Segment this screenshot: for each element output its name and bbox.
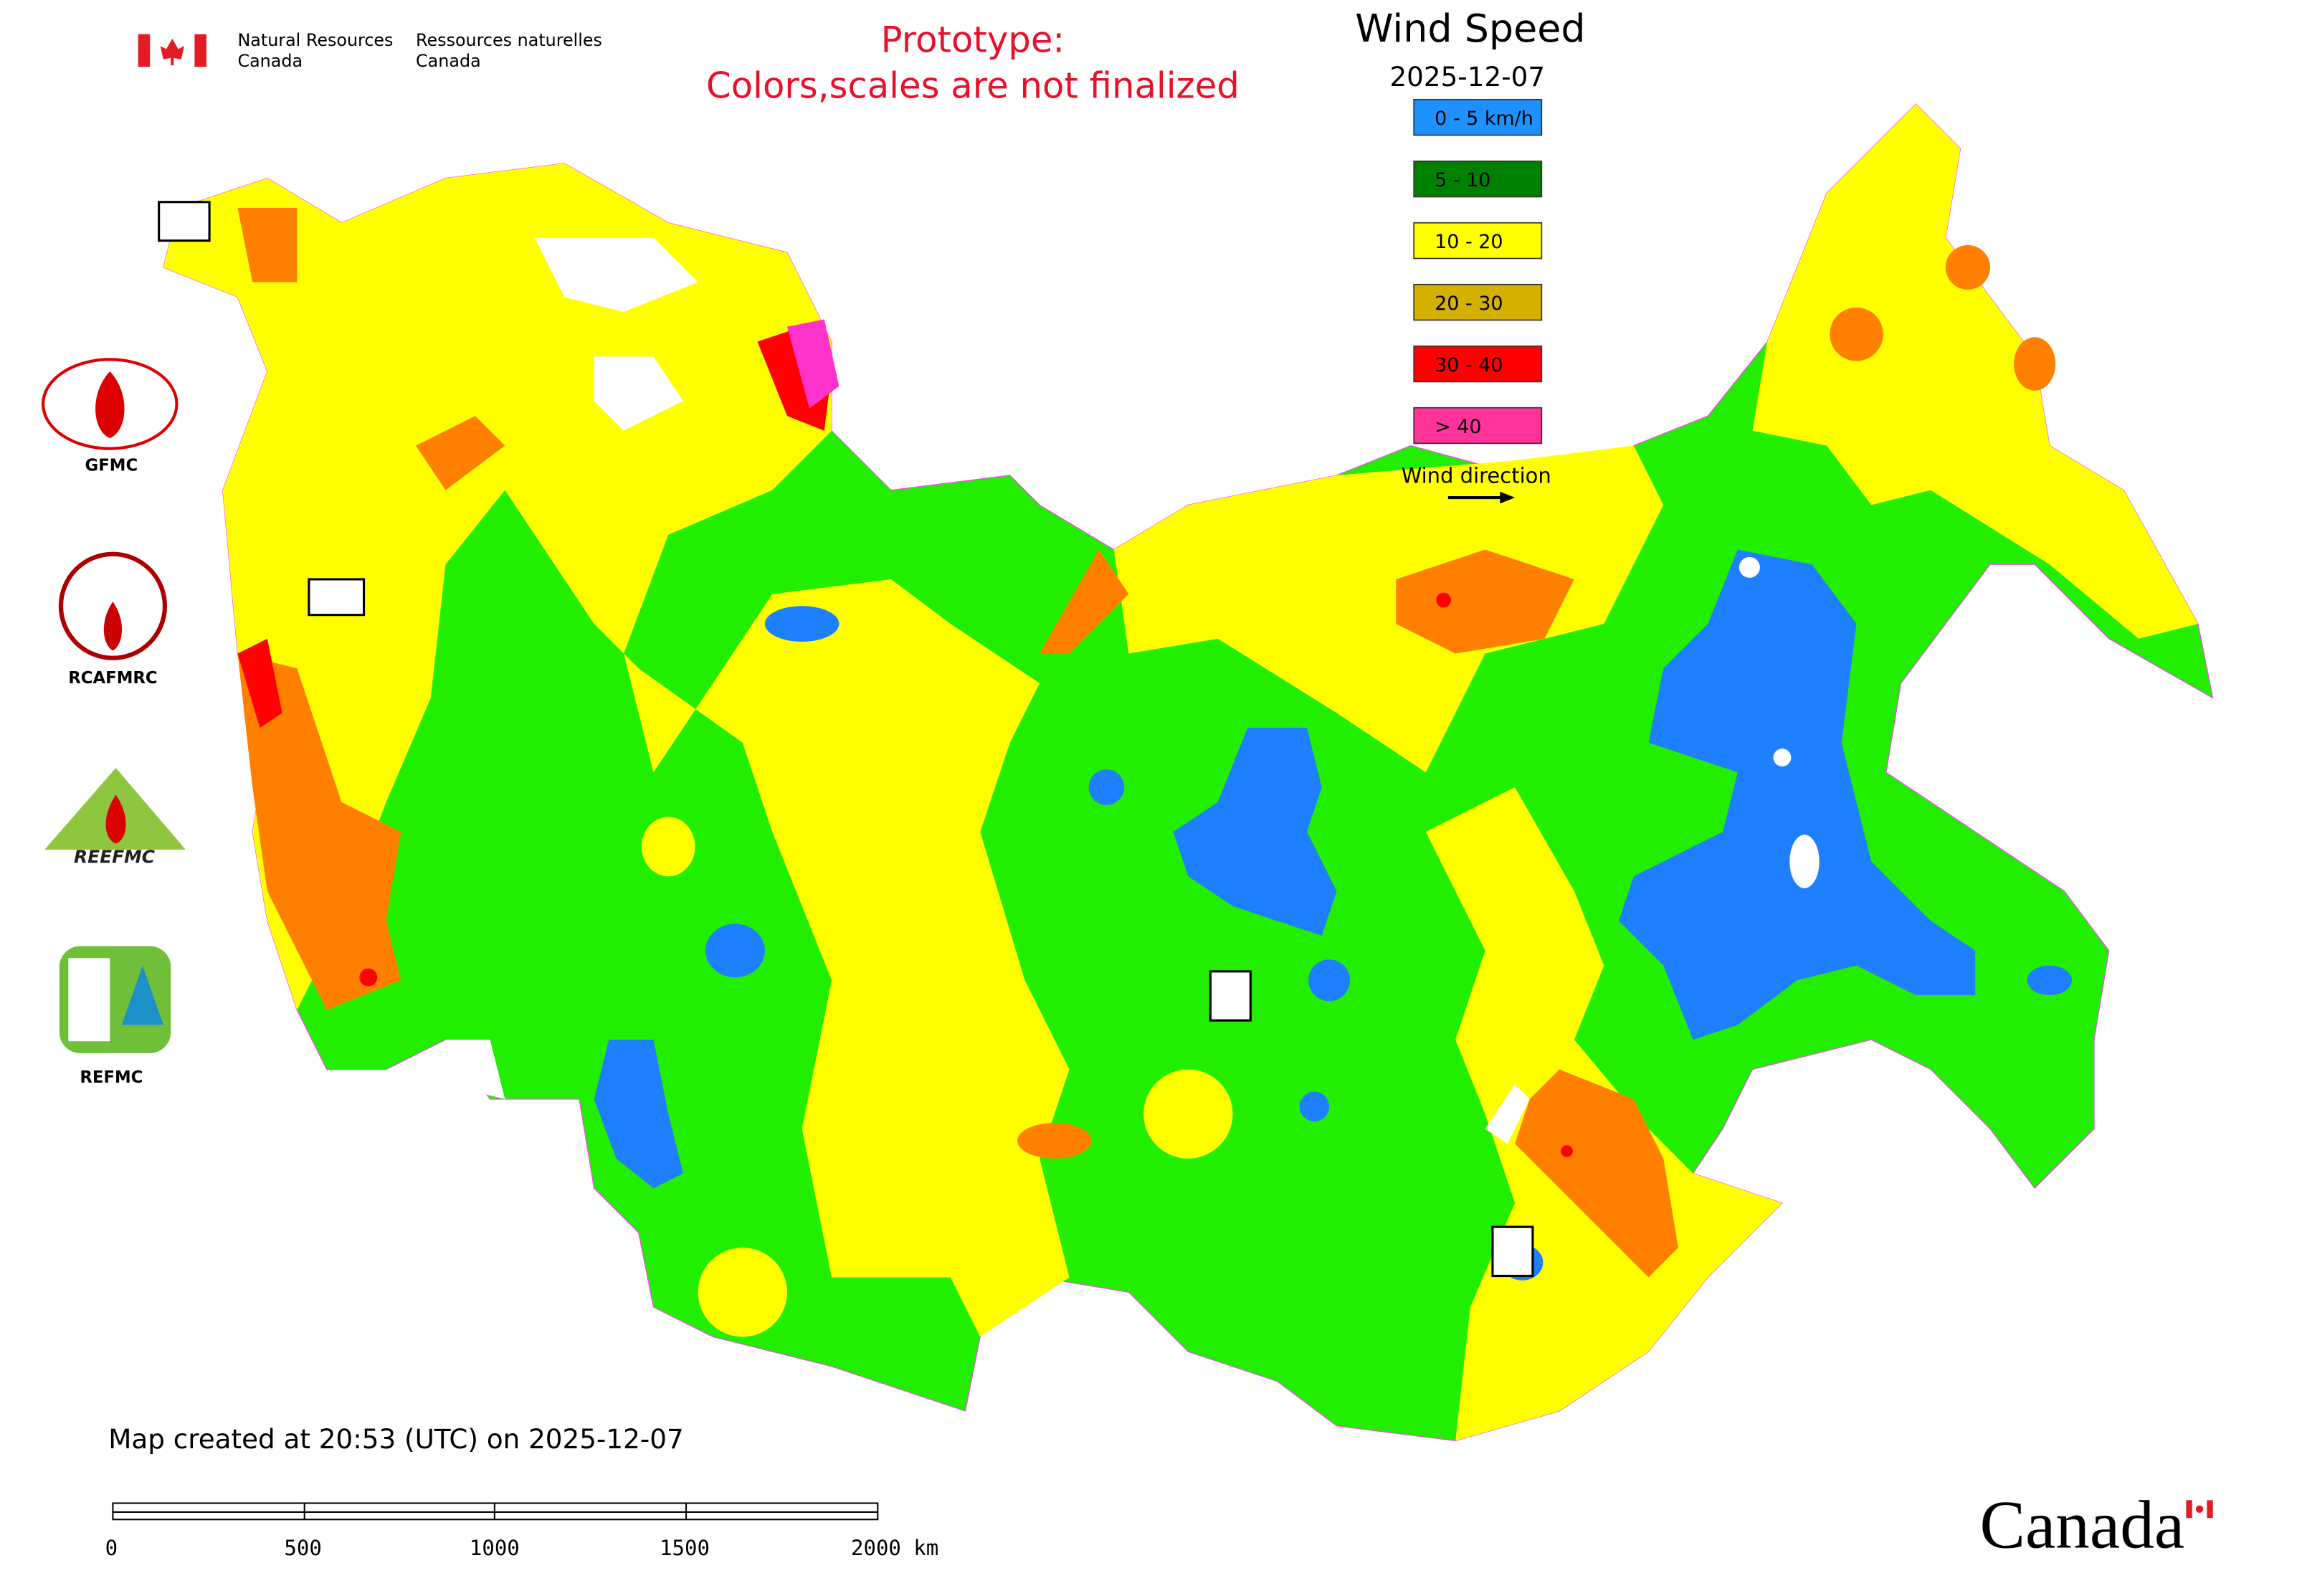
zone: [1143, 1069, 1233, 1159]
map-marker: [1491, 1225, 1534, 1278]
reefmc-logo: [105, 794, 126, 844]
zone: [1396, 549, 1574, 654]
zone: [1308, 959, 1351, 1002]
zone: [1436, 592, 1451, 608]
zone: [237, 653, 401, 1010]
lake: [534, 237, 698, 313]
zone-0-5: [594, 549, 2072, 1281]
zone: [1561, 1145, 1573, 1157]
map-marker: [1209, 970, 1252, 1022]
zone-20-30: [237, 208, 2056, 1278]
legend: Wind Speed 2025-12-07 Wind direction 0 -…: [1355, 6, 1586, 504]
legend-label: 0 - 5 km/h: [1435, 108, 1533, 130]
scale-label: 2000 km: [851, 1536, 938, 1560]
zone: [1017, 1123, 1092, 1159]
zone: [705, 923, 765, 978]
legend-swatch: [1413, 222, 1543, 260]
zone: [1752, 104, 2198, 639]
map-marker: [158, 201, 211, 242]
zone: [641, 817, 695, 877]
maple-leaf: [160, 38, 184, 66]
created-note: Map created at 20:53 (UTC) on 2025-12-07: [108, 1423, 683, 1455]
agency-name: Canada: [416, 51, 481, 71]
logo-label: REFMC: [80, 1068, 143, 1087]
header: Natural Resources Canada Ressources natu…: [138, 19, 1240, 107]
refmc-logo: [68, 958, 110, 1042]
zone: [2014, 337, 2056, 391]
zone: [359, 968, 378, 987]
agency-name: Canada: [237, 51, 303, 71]
lake: [594, 356, 683, 431]
wind-direction-label: Wind direction: [1402, 463, 1551, 488]
logos: GFMC RCAFMRC REEFMC REFMC: [42, 201, 1534, 1278]
zone: [1173, 728, 1337, 936]
logo-label: GFMC: [85, 457, 138, 475]
legend-label: 30 - 40: [1435, 354, 1503, 376]
zone: [1113, 445, 1664, 773]
notice: Colors,scales are not finalized: [706, 65, 1240, 107]
map-layer: [163, 103, 2214, 1442]
legend-swatch: [1413, 283, 1543, 321]
footer: Map created at 20:53 (UTC) on 2025-12-07…: [105, 1423, 2213, 1563]
zone-over-40: [786, 319, 840, 409]
wind-arrowhead: [1500, 491, 1516, 504]
wordmark-flag: [2195, 1505, 2204, 1513]
agency-name: Ressources naturelles: [416, 30, 602, 50]
agency-name: Natural Resources: [237, 30, 393, 50]
lake: [445, 1040, 505, 1100]
notice: Prototype:: [881, 19, 1065, 61]
zone: [764, 606, 840, 642]
zone: [1040, 549, 1129, 654]
scale-label: 500: [284, 1536, 321, 1560]
zone: [416, 416, 505, 490]
legend-label: 10 - 20: [1435, 231, 1503, 253]
flag-bar: [138, 34, 151, 67]
rcafmrc-logo: [103, 602, 123, 651]
logo-label: RCAFMRC: [68, 669, 157, 688]
zone: [1945, 244, 1990, 290]
legend-label: > 40: [1435, 416, 1481, 438]
scale-label: 1500: [660, 1536, 710, 1560]
zone: [1619, 549, 1976, 1040]
zone: [2027, 965, 2072, 996]
legend-swatch: [1413, 160, 1543, 198]
gfmc-logo: [95, 371, 125, 439]
canada-wordmark: Canada: [1979, 1487, 2184, 1563]
legend-title: Wind Speed: [1355, 6, 1585, 51]
wordmark-flag: [2207, 1500, 2213, 1519]
lake: [1739, 556, 1760, 578]
legend-swatch: [1413, 345, 1543, 383]
refmc-logo: [121, 965, 163, 1025]
legend-label: 20 - 30: [1435, 293, 1503, 315]
legend-swatch: [1413, 407, 1543, 445]
zone: [1515, 1069, 1678, 1278]
wordmark-flag: [2186, 1500, 2192, 1519]
legend-label: 5 - 10: [1435, 169, 1490, 191]
water: [445, 237, 1820, 1144]
scale-label: 0: [105, 1536, 118, 1560]
zone: [163, 163, 1070, 1337]
legend-swatch: [1413, 98, 1543, 136]
zone: [594, 1040, 683, 1189]
zone: [237, 208, 298, 282]
lake: [1789, 835, 1820, 888]
zone: [237, 638, 282, 728]
flag-bar: [194, 34, 206, 67]
lake: [1773, 749, 1792, 766]
zone: [1088, 769, 1125, 805]
scale-label: 1000: [470, 1536, 520, 1560]
zone: [1830, 307, 1883, 361]
map-marker: [308, 578, 366, 617]
zone: [698, 1248, 787, 1337]
zone: [1299, 1091, 1330, 1122]
logo-label: REEFMC: [74, 847, 155, 868]
legend-date: 2025-12-07: [1389, 61, 1545, 92]
lake: [1485, 1084, 1530, 1144]
